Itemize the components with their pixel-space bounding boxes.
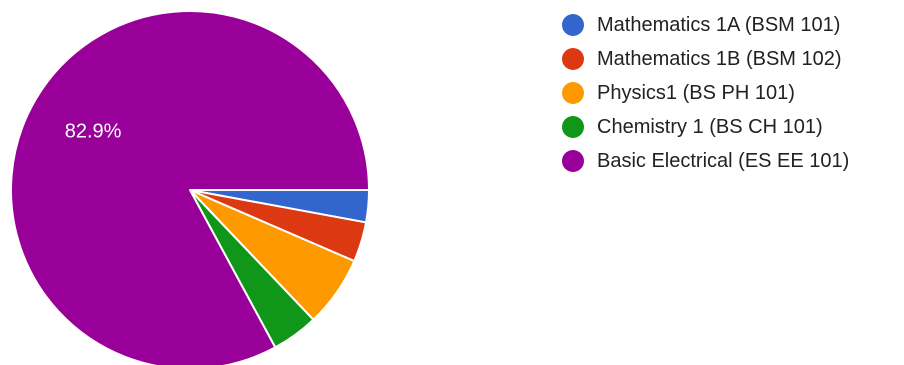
legend-label: Mathematics 1B (BSM 102)	[597, 47, 842, 70]
legend-item-chemistry-1-bs-ch-101[interactable]: Chemistry 1 (BS CH 101)	[562, 110, 849, 144]
legend-item-mathematics-1b-bsm-102[interactable]: Mathematics 1B (BSM 102)	[562, 42, 849, 76]
legend-swatch-icon	[562, 48, 584, 70]
legend-label: Chemistry 1 (BS CH 101)	[597, 115, 823, 138]
pie-slice-basic-electrical-es-ee-101[interactable]	[10, 10, 370, 365]
legend-item-basic-electrical-es-ee-101[interactable]: Basic Electrical (ES EE 101)	[562, 144, 849, 178]
legend-item-physics1-bs-ph-101[interactable]: Physics1 (BS PH 101)	[562, 76, 849, 110]
legend-label: Physics1 (BS PH 101)	[597, 81, 795, 104]
slice-label-basic-electrical-es-ee-101: 82.9%	[65, 121, 122, 143]
legend-label: Basic Electrical (ES EE 101)	[597, 149, 850, 172]
legend-swatch-icon	[562, 116, 584, 138]
legend-item-mathematics-1a-bsm-101[interactable]: Mathematics 1A (BSM 101)	[562, 8, 849, 42]
chart-legend: Mathematics 1A (BSM 101) Mathematics 1B (…	[562, 8, 849, 178]
pie-slice-labels: 82.9%	[65, 121, 122, 143]
legend-label: Mathematics 1A (BSM 101)	[597, 13, 841, 36]
legend-swatch-icon	[562, 150, 584, 172]
legend-swatch-icon	[562, 82, 584, 104]
legend-swatch-icon	[562, 14, 584, 36]
pie-slices	[10, 10, 371, 365]
